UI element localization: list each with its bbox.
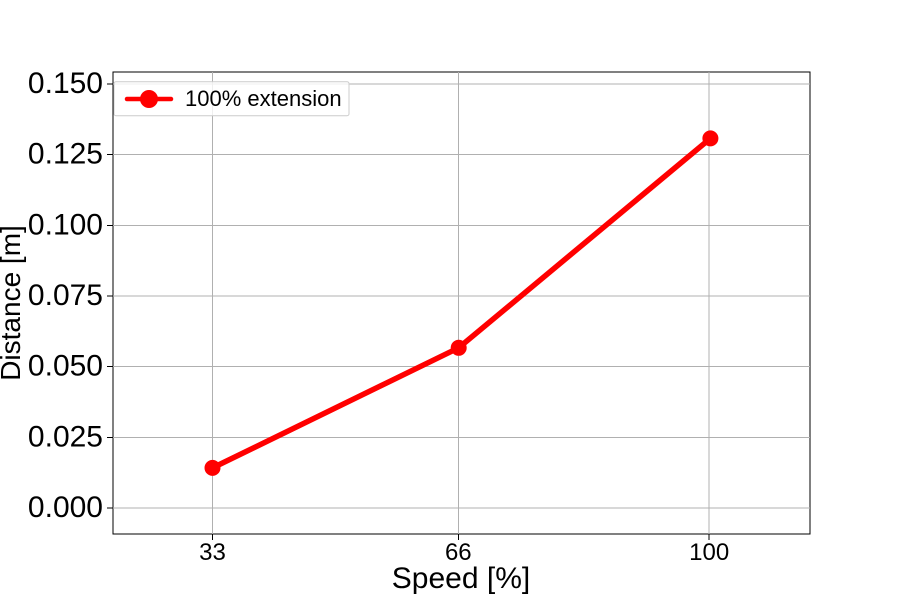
svg-text:100: 100: [689, 539, 729, 566]
svg-text:Distance [m]: Distance [m]: [0, 225, 26, 381]
svg-text:100% extension: 100% extension: [185, 86, 342, 111]
svg-text:0.125: 0.125: [28, 138, 103, 171]
svg-text:0.000: 0.000: [28, 491, 103, 524]
svg-text:0.075: 0.075: [28, 279, 103, 312]
svg-text:0.025: 0.025: [28, 421, 103, 454]
svg-text:0.150: 0.150: [28, 67, 103, 100]
svg-text:0.050: 0.050: [28, 350, 103, 383]
svg-text:33: 33: [199, 539, 226, 566]
svg-text:Speed [%]: Speed [%]: [392, 562, 530, 595]
svg-text:0.100: 0.100: [28, 209, 103, 242]
